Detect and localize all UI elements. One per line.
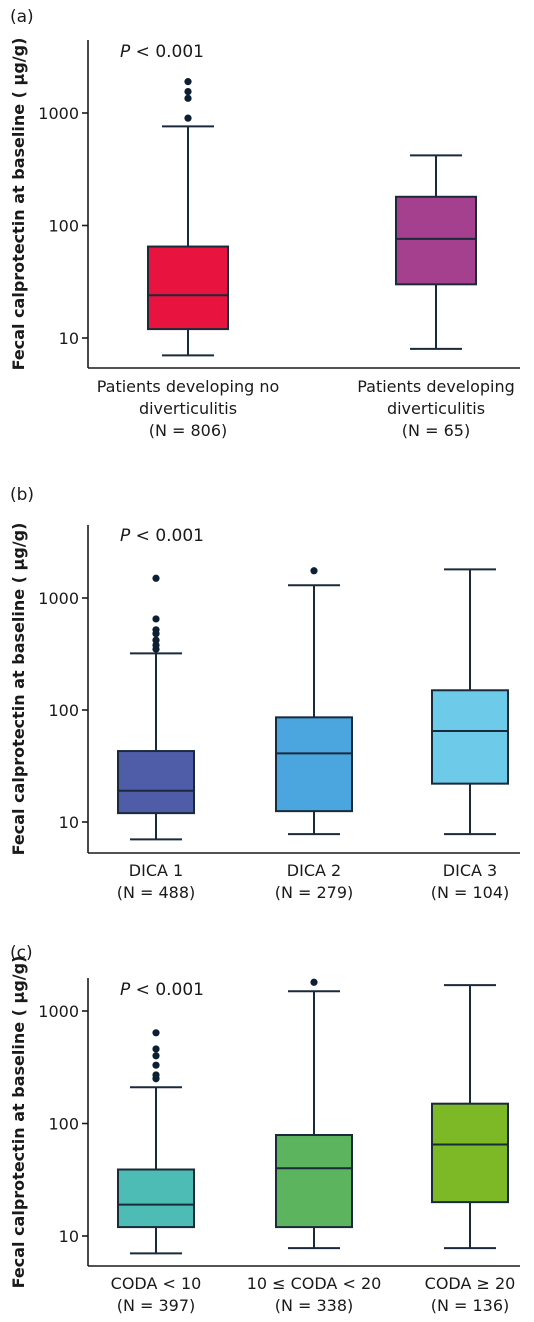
- box-group: [147, 78, 229, 357]
- category-label: (N = 104): [431, 883, 510, 902]
- outlier-point: [152, 636, 160, 644]
- outlier-point: [184, 87, 192, 96]
- category-label: (N = 488): [117, 883, 196, 902]
- iqr-box: [117, 1168, 195, 1229]
- outlier-point: [184, 78, 192, 86]
- y-tick-label: 100: [48, 1115, 79, 1134]
- p-value-text: < 0.001: [130, 526, 204, 546]
- iqr-box: [147, 245, 229, 331]
- category-label: DICA 3: [443, 861, 497, 880]
- panel-label: (a): [10, 7, 34, 27]
- outlier-point: [152, 1029, 160, 1037]
- category-label: CODA ≥ 20: [425, 1274, 516, 1293]
- y-tick-label: 1000: [38, 1002, 79, 1021]
- category-label: (N = 65): [402, 421, 470, 440]
- outlier-point: [184, 114, 192, 122]
- outlier-point: [152, 1045, 160, 1053]
- category-label: diverticulitis: [387, 399, 485, 418]
- y-axis-label: Fecal calprotectin at baseline ( µg/g): [9, 523, 28, 856]
- p-value-annotation: P < 0.001: [120, 42, 204, 62]
- iqr-box: [431, 1102, 509, 1204]
- y-tick-label: 1000: [38, 104, 79, 123]
- category-label: CODA < 10: [111, 1274, 202, 1293]
- outlier-point: [152, 626, 160, 634]
- outlier-point: [152, 1052, 160, 1060]
- outlier-point: [310, 978, 318, 986]
- outlier-point: [310, 567, 318, 575]
- category-label: (N = 279): [275, 883, 354, 902]
- y-axis-label: Fecal calprotectin at baseline ( µg/g): [9, 956, 28, 1289]
- category-label: diverticulitis: [139, 399, 237, 418]
- p-value-symbol: P: [120, 980, 131, 1000]
- category-label: 10 ≤ CODA < 20: [247, 1274, 382, 1293]
- y-tick-label: 1000: [38, 589, 79, 608]
- p-value-symbol: P: [120, 42, 131, 62]
- category-label: DICA 2: [287, 861, 341, 880]
- category-label: Patients developing no: [97, 377, 280, 396]
- iqr-box: [275, 716, 353, 813]
- p-value-annotation: P < 0.001: [120, 980, 204, 1000]
- box-group: [431, 984, 509, 1250]
- panel-label: (b): [10, 485, 34, 505]
- box-group: [275, 978, 353, 1250]
- category-label: (N = 338): [275, 1296, 354, 1315]
- box-group: [117, 1029, 195, 1255]
- category-label: DICA 1: [129, 861, 183, 880]
- y-tick-label: 10: [59, 329, 79, 348]
- p-value-text: < 0.001: [130, 42, 204, 62]
- box-group: [275, 567, 353, 836]
- p-value-symbol: P: [120, 526, 131, 546]
- category-label: Patients developing: [357, 377, 515, 396]
- panel-b: (b) 10 100 1000 Fecal calprotectin at baseli…: [9, 485, 520, 902]
- category-label: (N = 806): [149, 421, 228, 440]
- box-group: [117, 574, 195, 841]
- outlier-point: [152, 615, 160, 623]
- outlier-point: [152, 1071, 160, 1079]
- panel-a: (a) 10 100 1000 Fecal calprotectin at baseli…: [9, 7, 520, 440]
- outlier-point: [184, 94, 192, 102]
- y-axis-label: Fecal calprotectin at baseline ( µg/g): [9, 38, 28, 371]
- panel-c: (c) 10 100 1000 Fecal calprotectin at baseli…: [9, 943, 520, 1315]
- category-label: (N = 397): [117, 1296, 196, 1315]
- outlier-point: [152, 574, 160, 582]
- y-tick-label: 10: [59, 1227, 79, 1246]
- box-group: [395, 154, 477, 350]
- box-group: [431, 568, 509, 836]
- iqr-box: [395, 195, 477, 286]
- panel-label: (c): [10, 943, 33, 963]
- category-label: (N = 136): [431, 1296, 510, 1315]
- outlier-point: [152, 1061, 160, 1069]
- p-value-annotation: P < 0.001: [120, 526, 204, 546]
- iqr-box: [275, 1134, 353, 1229]
- p-value-text: < 0.001: [130, 980, 204, 1000]
- y-tick-label: 100: [48, 701, 79, 720]
- y-tick-label: 10: [59, 813, 79, 832]
- iqr-box: [431, 689, 509, 785]
- y-tick-label: 100: [48, 217, 79, 236]
- iqr-box: [117, 750, 195, 815]
